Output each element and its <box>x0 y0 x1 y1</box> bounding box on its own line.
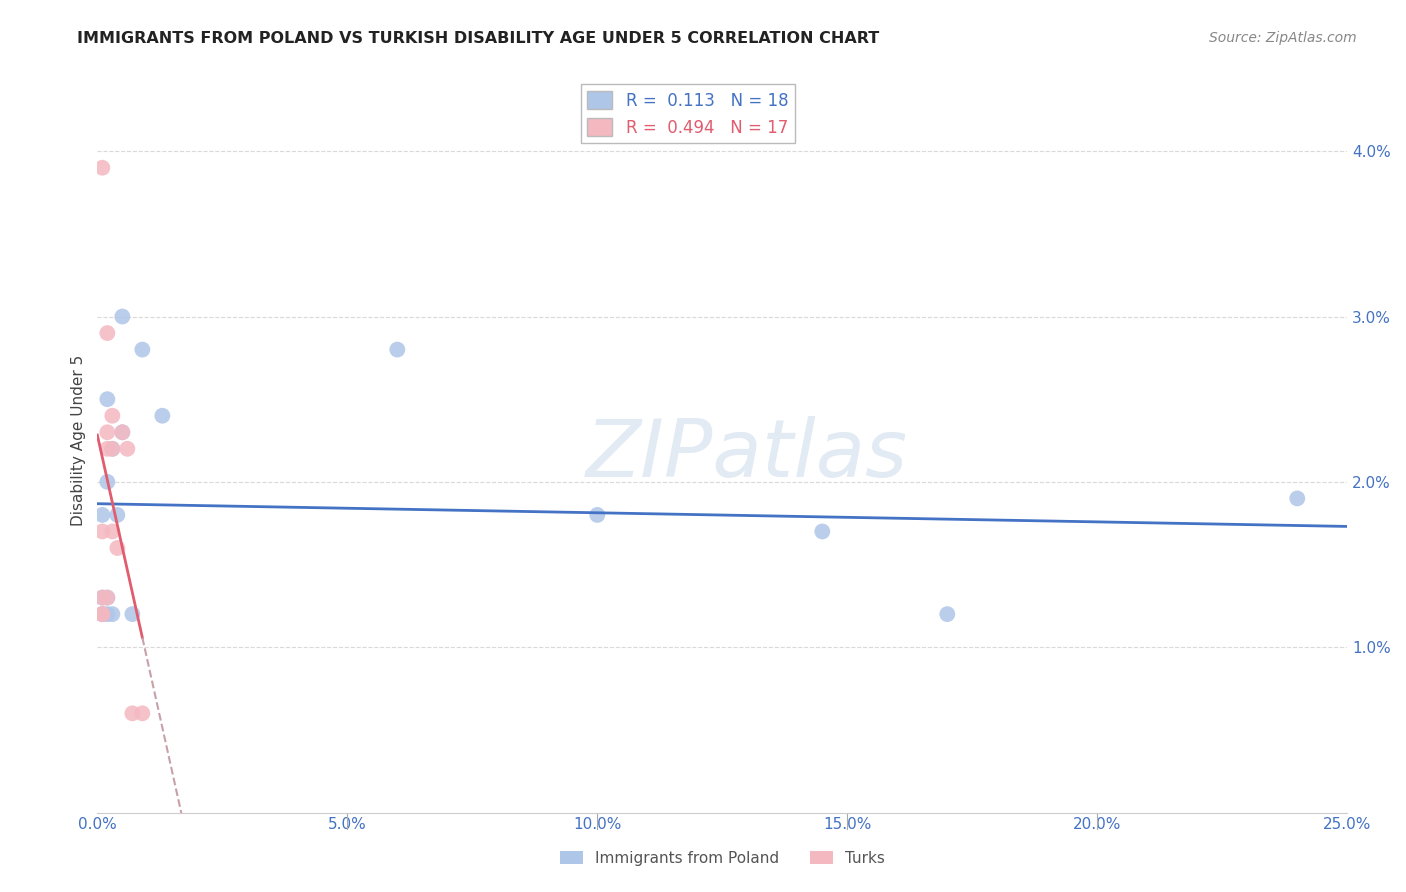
Point <box>105 508 128 522</box>
Point <box>101 409 124 423</box>
Point <box>91 591 114 605</box>
Point <box>131 706 153 721</box>
Point <box>101 524 124 539</box>
Point <box>96 591 118 605</box>
Point <box>91 508 114 522</box>
Point <box>101 442 124 456</box>
Point <box>105 541 128 555</box>
Point <box>121 706 143 721</box>
Point <box>91 607 114 621</box>
Point <box>91 607 114 621</box>
Point <box>91 591 114 605</box>
Point <box>387 343 409 357</box>
Text: ZIPatlas: ZIPatlas <box>586 417 908 494</box>
Point <box>96 326 118 340</box>
Point <box>111 425 134 440</box>
Point <box>131 343 153 357</box>
Legend: R =  0.113   N = 18, R =  0.494   N = 17: R = 0.113 N = 18, R = 0.494 N = 17 <box>581 84 794 144</box>
Point <box>96 392 118 407</box>
Point <box>91 524 114 539</box>
Y-axis label: Disability Age Under 5: Disability Age Under 5 <box>72 355 86 526</box>
Point <box>150 409 173 423</box>
Point <box>91 607 114 621</box>
Point <box>96 425 118 440</box>
Point <box>121 607 143 621</box>
Point <box>101 607 124 621</box>
Point <box>936 607 959 621</box>
Text: Source: ZipAtlas.com: Source: ZipAtlas.com <box>1209 31 1357 45</box>
Text: IMMIGRANTS FROM POLAND VS TURKISH DISABILITY AGE UNDER 5 CORRELATION CHART: IMMIGRANTS FROM POLAND VS TURKISH DISABI… <box>77 31 880 46</box>
Point <box>96 607 118 621</box>
Point <box>96 442 118 456</box>
Point <box>1286 491 1309 506</box>
Point <box>111 310 134 324</box>
Point <box>96 475 118 489</box>
Point <box>91 161 114 175</box>
Point <box>96 591 118 605</box>
Point <box>117 442 139 456</box>
Point <box>811 524 834 539</box>
Point <box>111 425 134 440</box>
Point <box>91 607 114 621</box>
Point <box>101 442 124 456</box>
Point <box>586 508 609 522</box>
